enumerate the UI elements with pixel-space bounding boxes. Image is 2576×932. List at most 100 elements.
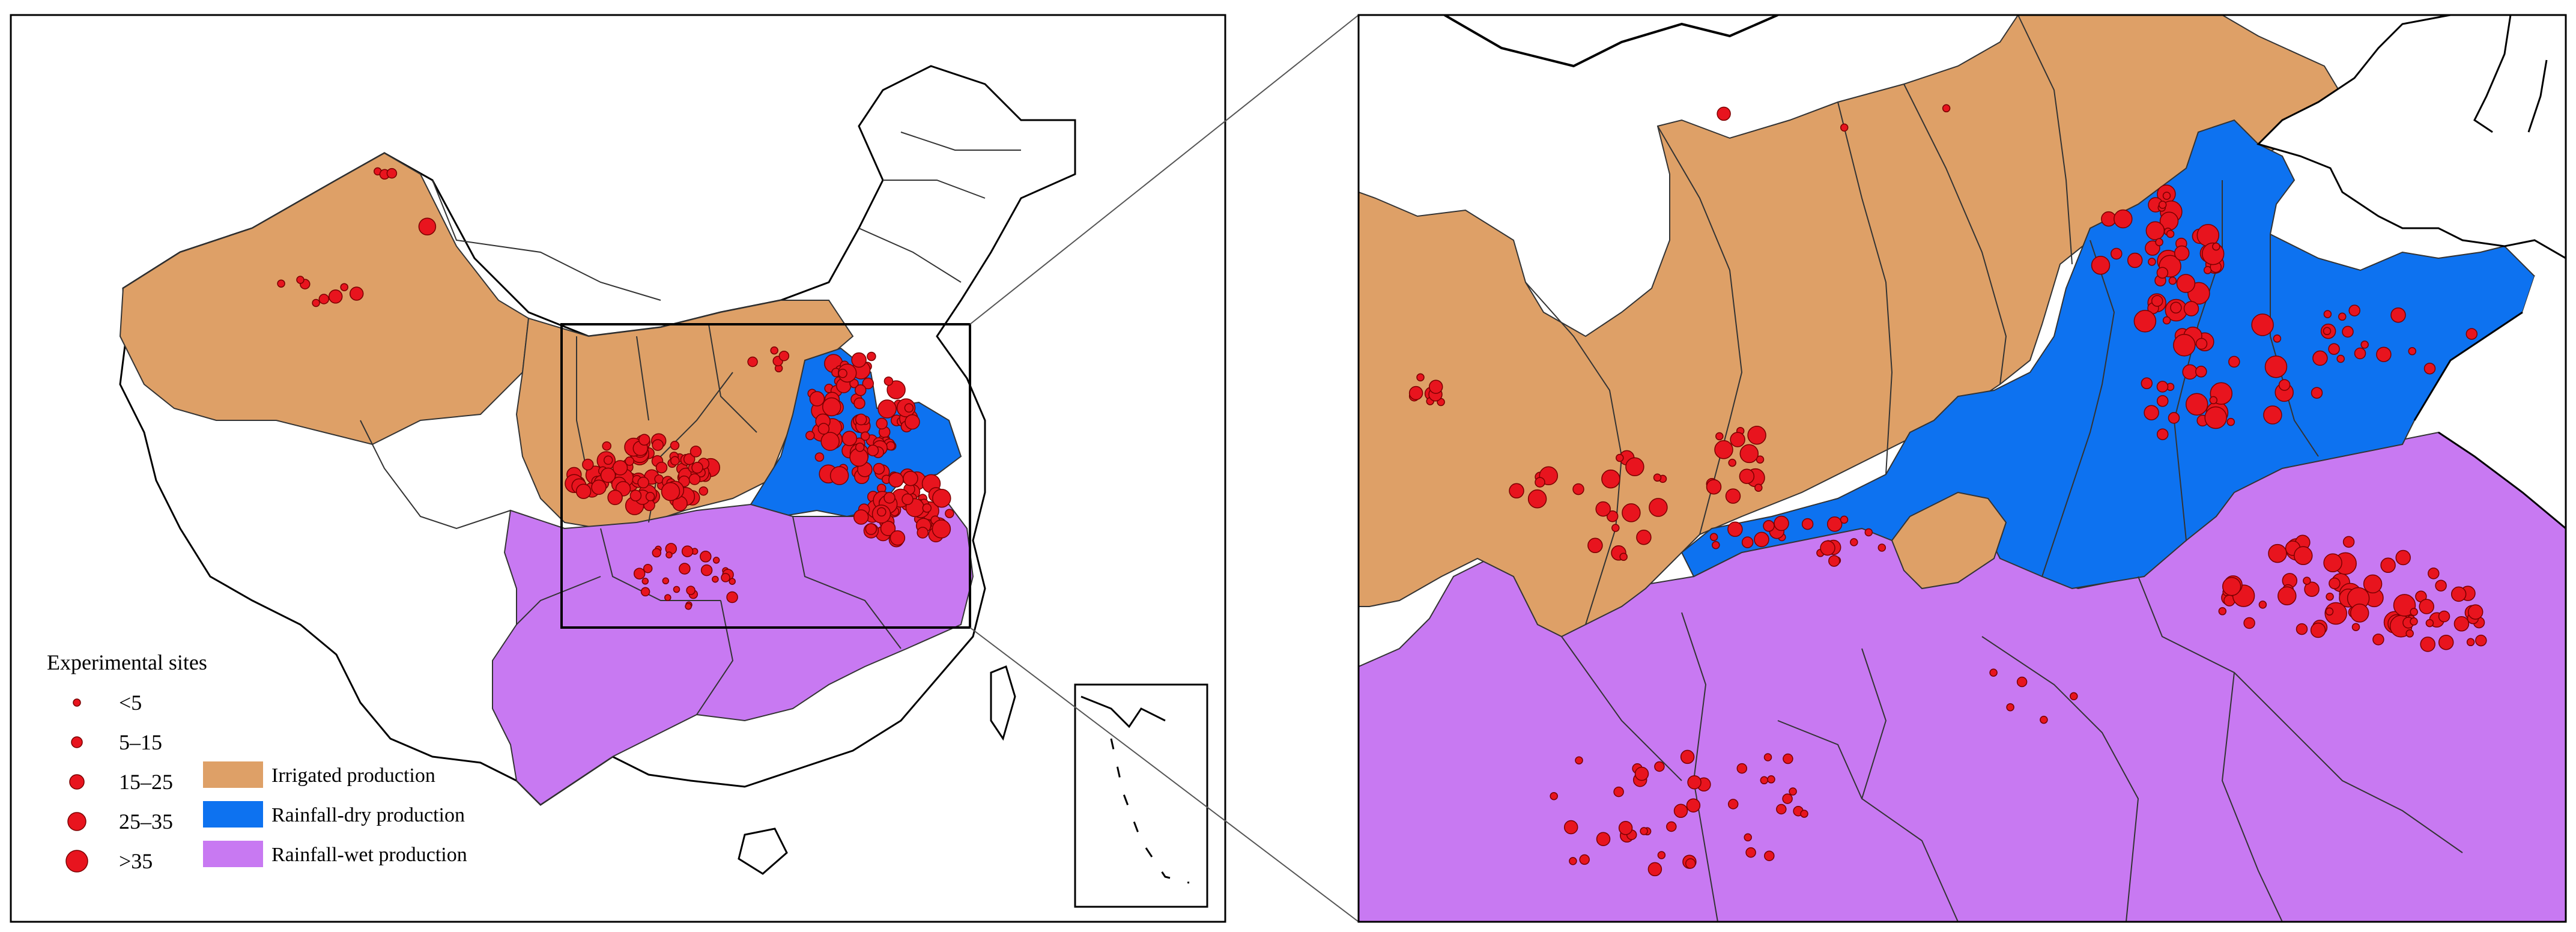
overview-site-marker <box>770 346 778 355</box>
legend-zone-swatch-rainfall-dry <box>203 801 263 828</box>
zoomed-site-marker <box>1754 483 1763 492</box>
zoomed-site-marker <box>2148 258 2156 266</box>
zoomed-bohai-coast <box>2256 15 2566 259</box>
zoomed-site-marker <box>1563 820 1578 835</box>
overview-site-marker <box>721 573 730 582</box>
zoomed-site-marker <box>2390 307 2406 323</box>
overview-site-marker <box>700 551 712 563</box>
overview-site-marker <box>917 527 929 539</box>
overview-province-borders <box>360 180 902 715</box>
overview-site-marker <box>747 356 758 368</box>
zoomed-site-marker <box>1634 766 1649 781</box>
overview-site-marker <box>809 391 825 407</box>
overview-site-marker <box>328 289 343 304</box>
overview-site-marker <box>643 563 653 573</box>
zoomed-site-marker <box>2173 334 2196 357</box>
overview-map-frame <box>10 14 1226 923</box>
zoomed-site-marker <box>2144 405 2159 420</box>
zoomed-site-marker <box>1850 538 1858 546</box>
zoomed-site-marker <box>1657 851 1666 859</box>
zoomed-site-marker <box>1776 803 1787 815</box>
zoomed-site-marker <box>2410 617 2418 626</box>
zoomed-site-marker <box>2204 406 2227 429</box>
zoomed-site-marker <box>2133 310 2157 333</box>
overview-site-marker <box>662 577 670 585</box>
zoomed-site-marker <box>2168 276 2177 285</box>
overview-site-marker <box>877 507 886 517</box>
zoomed-site-marker <box>2111 247 2123 260</box>
zoomed-site-marker <box>2141 377 2153 390</box>
zoomed-site-marker <box>1680 749 1695 764</box>
zoomed-site-marker <box>1601 469 1620 489</box>
zoomed-site-marker <box>1575 756 1583 764</box>
zoomed-site-marker <box>2151 295 2163 307</box>
zoomed-site-marker <box>1535 477 1545 488</box>
legend-zone-swatch-irrigated <box>203 761 263 788</box>
zoomed-site-marker <box>1654 761 1665 772</box>
zoomed-site-marker <box>2338 312 2347 321</box>
zoomed-site-marker <box>1715 432 1724 441</box>
overview-site-marker <box>602 441 611 451</box>
zoomed-site-marker <box>1666 821 1677 832</box>
zoomed-site-marker <box>1619 552 1628 561</box>
overview-site-marker <box>664 594 671 601</box>
zoomed-site-marker <box>2363 574 2383 594</box>
zoomed-site-marker <box>1706 479 1722 495</box>
legend-site-symbol-3 <box>69 774 85 790</box>
zoomed-site-marker <box>1840 123 1849 132</box>
zoomed-site-marker <box>1640 827 1648 835</box>
overview-site-marker <box>880 521 896 536</box>
zoomed-site-marker <box>1408 386 1423 401</box>
zoomed-site-marker <box>2354 347 2366 360</box>
zoomed-site-marker <box>1622 503 1641 522</box>
zoomed-site-marker <box>2310 622 2326 638</box>
zoomed-site-marker <box>2425 619 2434 628</box>
zoomed-site-marker <box>2168 412 2180 424</box>
overview-site-marker <box>822 397 841 417</box>
zoomed-site-marker <box>2209 396 2218 405</box>
zoomed-site-marker <box>1826 516 1843 532</box>
zoomed-site-marker <box>2336 354 2345 363</box>
zoomed-site-marker <box>2156 428 2169 440</box>
overview-site-marker <box>902 493 914 506</box>
overview-site-marker <box>582 458 594 471</box>
overview-site-marker <box>886 380 906 399</box>
zoomed-site-marker <box>1606 510 1619 522</box>
zoomed-yellow-sea <box>2474 276 2566 528</box>
zoomed-site-marker <box>1739 468 1755 484</box>
zoomed-site-marker <box>2312 350 2328 366</box>
overview-site-marker <box>349 286 364 301</box>
zoomed-site-marker <box>2294 546 2313 565</box>
zoomed-site-marker <box>1754 531 1769 548</box>
zoomed-site-marker <box>1989 668 1998 677</box>
zoomed-site-marker <box>2380 557 2396 573</box>
overview-site-marker <box>851 352 867 368</box>
zoomed-site-marker <box>2296 623 2308 635</box>
overview-site-marker <box>820 432 840 451</box>
zoomed-site-marker <box>2350 604 2369 623</box>
zoom-connector-bottom <box>969 627 1359 922</box>
overview-site-marker <box>277 279 285 288</box>
zoomed-site-marker <box>1572 483 1584 495</box>
zoomed-site-marker <box>2450 586 2467 602</box>
zoom-region-box <box>560 323 971 629</box>
zoomed-site-marker <box>2393 594 2416 617</box>
zoomed-site-marker <box>1611 524 1620 532</box>
zoomed-site-marker <box>2423 362 2436 375</box>
zoomed-site-marker <box>1764 850 1775 861</box>
zoomed-site-marker <box>1595 501 1611 517</box>
zoomed-site-marker <box>2465 328 2478 340</box>
zoomed-site-marker <box>1739 444 1759 464</box>
zoomed-site-marker <box>2395 549 2411 566</box>
overview-map-panel: Experimental sites <5 5–15 15–25 25–35 >35 I… <box>10 14 1359 923</box>
overview-site-marker <box>679 563 691 575</box>
overview-site-marker <box>726 591 738 604</box>
zoomed-site-marker <box>2040 715 2048 724</box>
overview-site-marker <box>865 523 877 535</box>
zoomed-site-marker <box>2438 634 2454 650</box>
zoomed-site-marker <box>1741 536 1754 548</box>
zoomed-map-panel <box>1357 14 2567 923</box>
zoomed-site-marker <box>2278 379 2291 391</box>
zoomed-site-marker <box>1763 520 1775 532</box>
legend-site-symbol-5 <box>65 850 88 873</box>
